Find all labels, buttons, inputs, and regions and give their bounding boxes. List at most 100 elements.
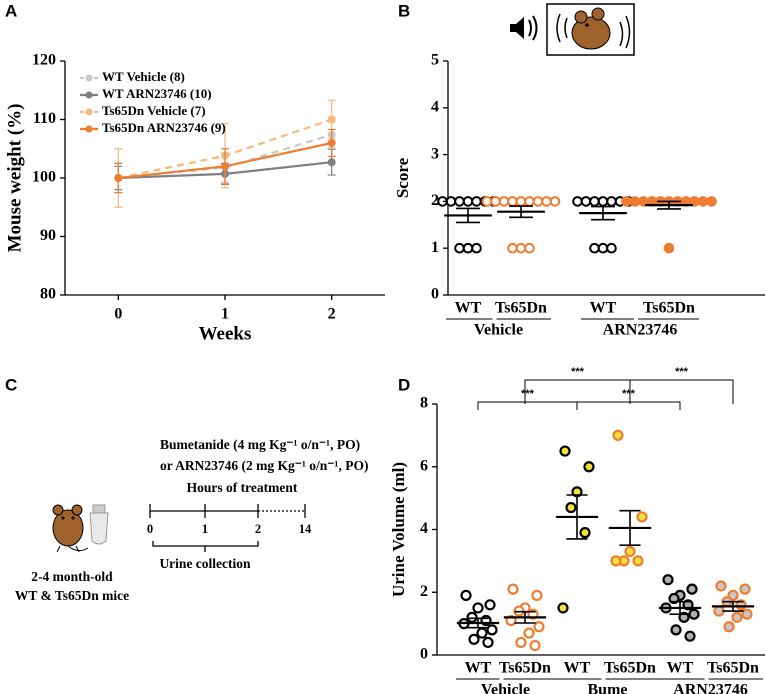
point	[114, 174, 123, 182]
category-label: Ts65Dn	[643, 300, 695, 317]
y-tick-label: 90	[40, 227, 56, 244]
point	[507, 583, 519, 595]
point	[523, 627, 535, 639]
point	[583, 461, 595, 473]
point	[565, 501, 577, 514]
y-tick-label: 0	[420, 646, 428, 663]
point	[579, 527, 591, 539]
series-line	[118, 133, 332, 180]
point	[515, 636, 527, 649]
treatment-text: Bumetanide (4 mg Kg⁻¹ o/n⁻¹, PO)	[160, 437, 360, 452]
y-axis-label: Urine Volume (ml)	[389, 462, 408, 597]
point	[670, 624, 682, 636]
category-label: Ts65Dn	[604, 660, 656, 677]
significance-bracket	[524, 379, 631, 404]
group-label: Vehicle	[474, 322, 523, 339]
sem-bar	[619, 509, 641, 546]
significance-bracket	[576, 401, 681, 410]
point	[731, 611, 743, 623]
point	[706, 196, 717, 207]
point	[524, 196, 535, 207]
point	[531, 589, 543, 601]
y-tick-label: 4	[431, 98, 439, 115]
timeline-tick-label: 1	[202, 522, 208, 536]
point	[460, 589, 472, 601]
y-tick-label: 2	[420, 583, 428, 600]
mouse-icon	[52, 504, 109, 553]
point	[482, 636, 494, 649]
y-tick-label: 3	[431, 145, 439, 162]
panel-label: C	[5, 375, 17, 394]
y-tick-label: 4	[420, 520, 428, 537]
point	[468, 633, 480, 645]
significance-label: ***	[521, 388, 535, 400]
category-label: Ts65Dn	[707, 660, 759, 677]
significance-label: ***	[622, 388, 636, 400]
point	[624, 545, 636, 558]
point	[580, 196, 592, 207]
point	[498, 196, 510, 207]
point	[327, 138, 336, 147]
point	[739, 583, 751, 595]
group-label: ARN23746	[673, 682, 748, 694]
y-tick-label: 0	[431, 286, 439, 303]
sem-bar	[722, 600, 744, 612]
group-label: ARN23746	[603, 322, 678, 339]
point	[713, 605, 725, 617]
significance-label: ***	[571, 366, 585, 378]
point	[589, 242, 600, 254]
x-tick-label: 0	[114, 306, 122, 323]
point	[462, 242, 474, 254]
y-axis-label: Score	[393, 157, 412, 198]
point	[515, 242, 527, 254]
point	[533, 621, 545, 633]
legend-marker	[85, 125, 93, 133]
legend-label: WT Vehicle (8)	[102, 69, 185, 84]
x-tick-label: 1	[221, 306, 229, 323]
timeline-tick-label: 0	[147, 522, 153, 536]
point	[481, 196, 493, 207]
point	[507, 196, 518, 207]
y-tick-label: 5	[431, 52, 439, 69]
point	[663, 242, 675, 254]
y-tick-label: 8	[420, 395, 428, 412]
significance-bracket	[477, 401, 578, 410]
point	[621, 196, 632, 207]
point	[486, 624, 498, 636]
point	[688, 608, 700, 620]
point	[723, 621, 735, 633]
x-tick-label: 2	[328, 306, 336, 323]
point	[612, 429, 624, 441]
timeline	[149, 504, 306, 552]
legend-label: WT ARN23746 (10)	[102, 86, 212, 101]
legend-marker	[85, 91, 93, 99]
point	[471, 242, 482, 254]
point	[606, 196, 617, 207]
point	[484, 599, 496, 611]
legend-label: Ts65Dn ARN23746 (9)	[102, 120, 226, 135]
point	[471, 196, 482, 207]
point	[559, 445, 571, 457]
point	[462, 196, 474, 207]
category-label: WT	[590, 300, 617, 317]
point	[532, 196, 544, 207]
point	[686, 583, 698, 595]
point	[524, 242, 535, 254]
y-tick-label: 1	[431, 239, 439, 256]
point	[589, 196, 600, 207]
significance-label: ***	[675, 366, 689, 378]
y-tick-label: 100	[32, 169, 56, 186]
category-label: WT	[667, 660, 694, 677]
significance-bracket	[629, 379, 734, 404]
point	[557, 602, 569, 614]
point	[466, 611, 478, 623]
point	[636, 511, 648, 523]
point	[597, 196, 609, 207]
timeline-title: Hours of treatment	[187, 480, 298, 495]
category-label: WT	[564, 660, 591, 677]
point	[697, 196, 709, 207]
point	[715, 580, 727, 592]
point	[476, 627, 488, 639]
sem-bar	[657, 200, 681, 210]
